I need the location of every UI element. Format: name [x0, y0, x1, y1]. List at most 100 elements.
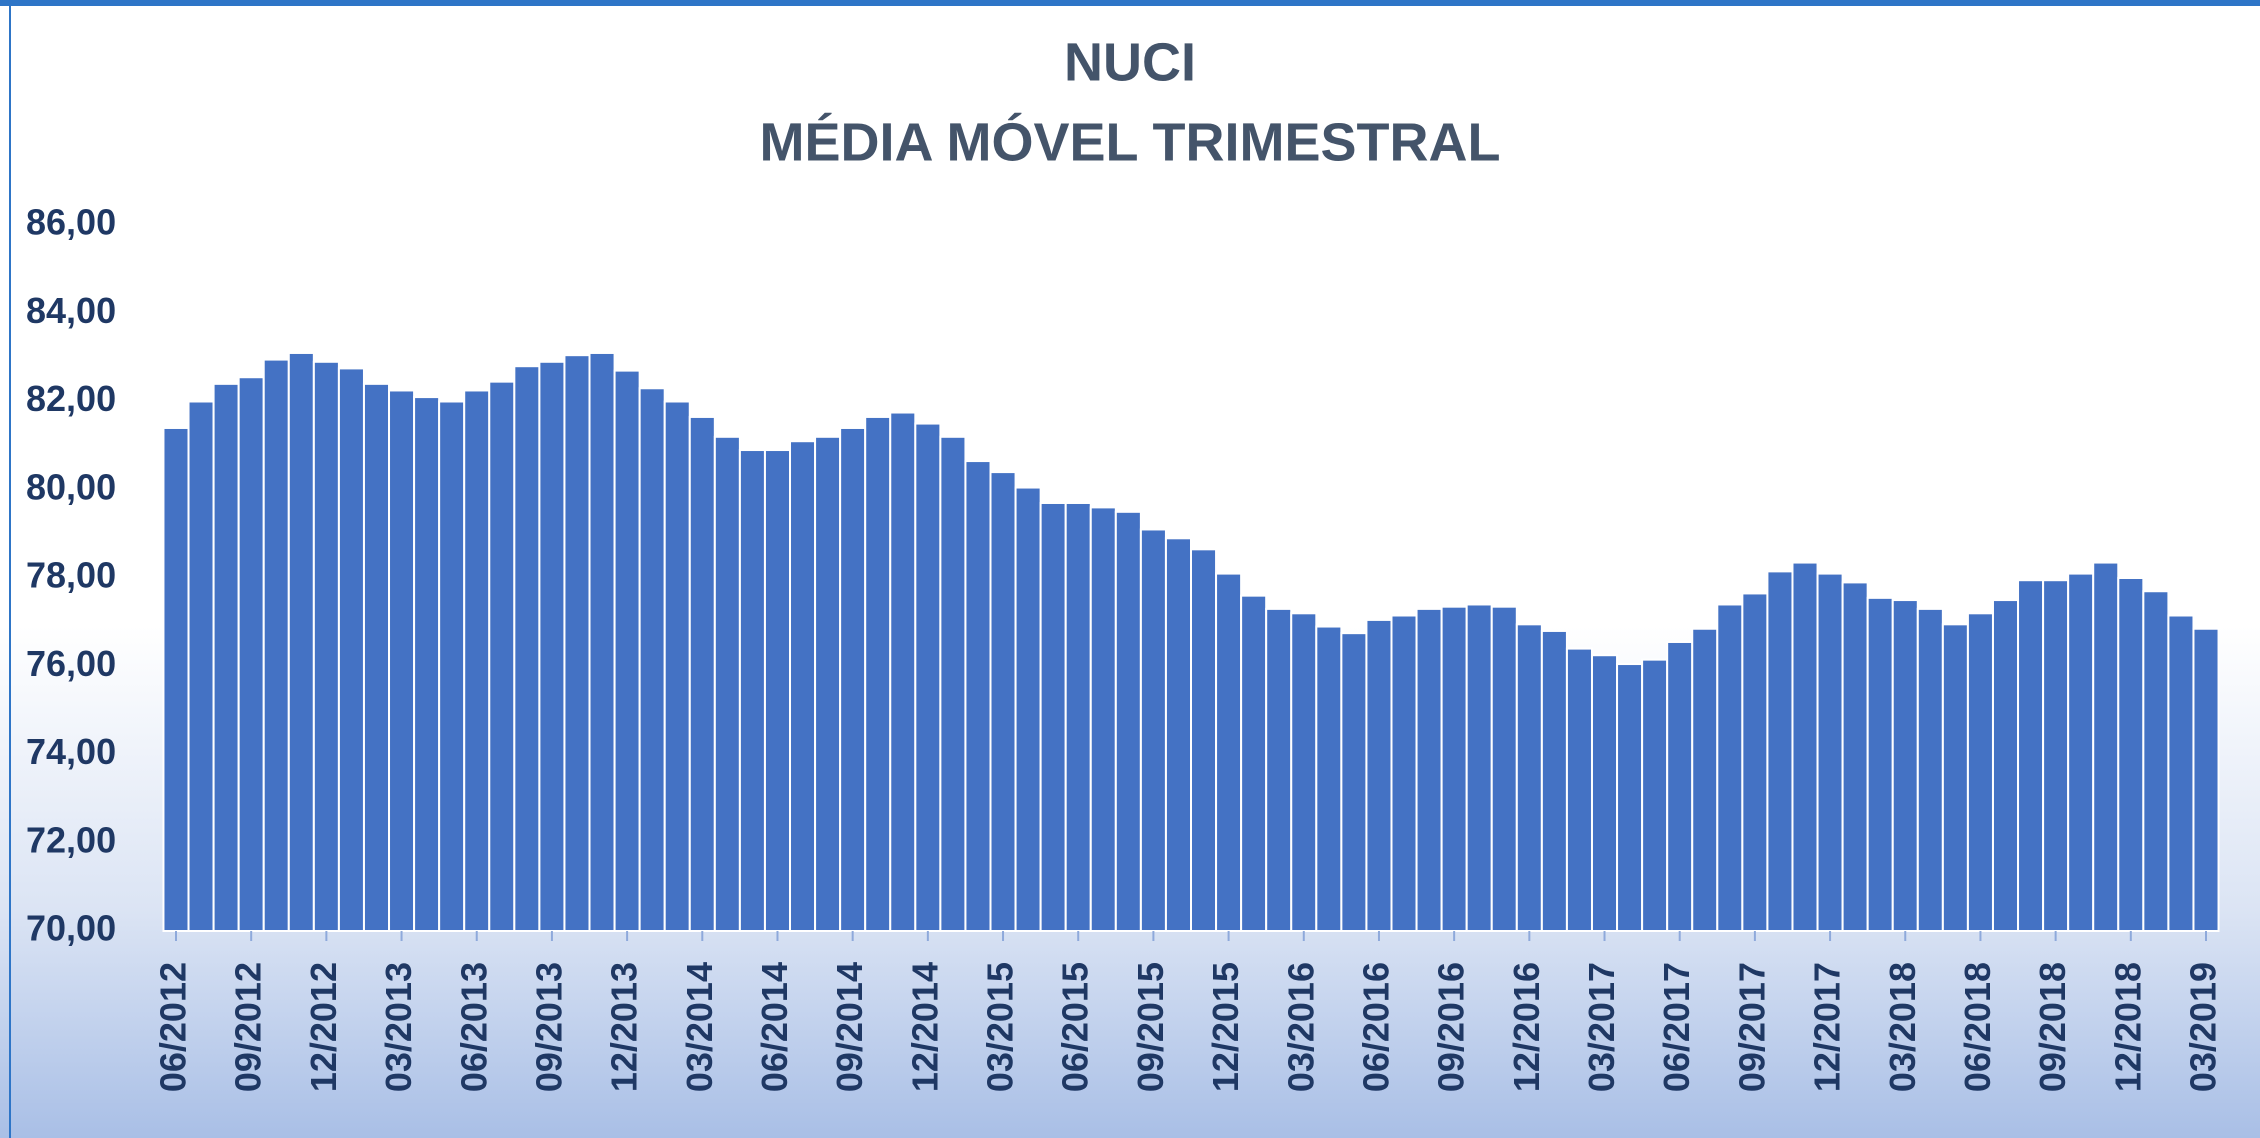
bar [1039, 501, 1067, 932]
bar [1691, 627, 1719, 933]
x-tick-label: 12/2014 [904, 962, 945, 1092]
bar [1215, 572, 1243, 933]
bar [1340, 632, 1368, 932]
y-tick-label: 76,00 [26, 643, 116, 684]
x-tick-label: 06/2018 [1957, 962, 1998, 1092]
bar [763, 449, 792, 932]
bar [1791, 561, 1819, 933]
bar [1616, 663, 1644, 932]
bar [1114, 510, 1142, 932]
x-tick-label: 06/2016 [1355, 962, 1396, 1092]
bar [2167, 614, 2195, 932]
x-tick-label: 09/2014 [829, 962, 870, 1092]
bar [1190, 548, 1218, 932]
x-tick-label: 12/2013 [604, 962, 645, 1092]
y-tick-label: 70,00 [26, 908, 116, 949]
bar [438, 400, 466, 932]
bar [638, 387, 666, 932]
bar [1515, 623, 1543, 932]
bar [237, 376, 265, 932]
bar [1064, 501, 1092, 932]
bar [262, 358, 290, 932]
x-tick-label: 03/2015 [980, 962, 1021, 1092]
bar [939, 435, 967, 932]
bar [1390, 614, 1418, 932]
bar [1440, 605, 1468, 933]
x-tick-label: 03/2016 [1280, 962, 1321, 1092]
x-tick-label: 12/2015 [1205, 962, 1246, 1092]
bar [1415, 607, 1443, 932]
bar [2067, 572, 2095, 933]
bar [1816, 572, 1844, 933]
bar [713, 435, 741, 932]
bar [1716, 603, 1744, 932]
bar [663, 400, 691, 932]
bar [1866, 596, 1894, 932]
bar [2142, 590, 2170, 932]
x-tick-label: 03/2017 [1581, 962, 1622, 1092]
bar [463, 389, 491, 932]
bar [1014, 486, 1042, 932]
bar [613, 369, 641, 932]
y-tick-label: 82,00 [26, 378, 116, 419]
bar [2017, 579, 2045, 932]
bar [1540, 629, 1568, 932]
bar [1590, 654, 1619, 932]
x-tick-label: 12/2012 [303, 962, 344, 1092]
bar [1916, 607, 1944, 932]
bar [789, 440, 817, 932]
x-tick-label: 09/2013 [528, 962, 569, 1092]
bar [688, 415, 716, 933]
bar [1966, 612, 1994, 932]
bar [388, 389, 416, 932]
bar [212, 382, 240, 933]
bar [864, 415, 892, 933]
bar [839, 426, 867, 932]
bar [889, 411, 917, 932]
bar [162, 426, 190, 932]
y-tick-label: 80,00 [26, 466, 116, 507]
bar [488, 380, 516, 932]
bar [1290, 612, 1318, 932]
bar [738, 449, 766, 932]
bar [513, 365, 541, 932]
bar [187, 400, 215, 932]
x-tick-label: 12/2017 [1807, 962, 1848, 1092]
bar [1164, 537, 1192, 932]
bar [1265, 607, 1293, 932]
x-tick-label: 03/2014 [679, 962, 720, 1092]
bar [1490, 605, 1518, 933]
y-tick-label: 84,00 [26, 290, 116, 331]
bar [287, 351, 315, 932]
bar [312, 360, 340, 933]
bar [964, 460, 992, 932]
x-tick-label: 06/2017 [1656, 962, 1697, 1092]
bar [989, 471, 1017, 932]
y-tick-label: 72,00 [26, 819, 116, 860]
x-tick-label: 09/2016 [1431, 962, 1472, 1092]
bar [1766, 570, 1794, 932]
bar [1139, 528, 1167, 933]
bar [1465, 603, 1493, 932]
bar [1991, 599, 2020, 932]
x-tick-label: 09/2018 [2032, 962, 2073, 1092]
bar [1315, 625, 1343, 932]
bar [1666, 640, 1694, 932]
x-tick-label: 09/2015 [1130, 962, 1171, 1092]
chart-subtitle: MÉDIA MÓVEL TRIMESTRAL [760, 112, 1501, 172]
bar [413, 396, 441, 932]
x-tick-label: 06/2015 [1055, 962, 1096, 1092]
x-tick-label: 09/2012 [228, 962, 269, 1092]
bar [1941, 623, 1969, 932]
bar [914, 422, 942, 932]
chart-title: NUCI [1064, 32, 1196, 92]
y-tick-label: 86,00 [26, 202, 116, 243]
bar [362, 382, 391, 933]
bar [1089, 506, 1117, 932]
bar [2092, 561, 2120, 933]
x-tick-label: 06/2013 [453, 962, 494, 1092]
x-tick-label: 12/2016 [1506, 962, 1547, 1092]
x-tick-label: 03/2019 [2183, 962, 2224, 1092]
x-tick-label: 03/2013 [378, 962, 419, 1092]
